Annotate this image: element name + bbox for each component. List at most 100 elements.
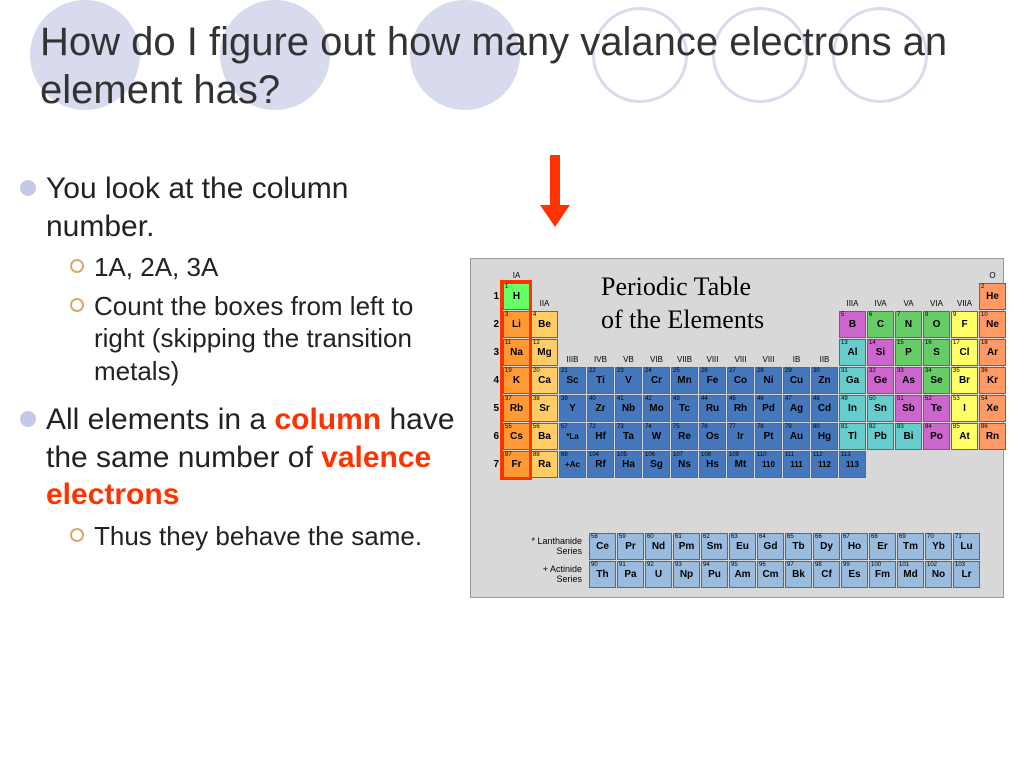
element-cell: 44Ru <box>699 395 726 422</box>
element-cell: 46Pd <box>755 395 782 422</box>
element-cell: 5B <box>839 311 866 338</box>
group-label: IVA <box>867 299 894 308</box>
element-cell: 45Rh <box>727 395 754 422</box>
group-label: VIII <box>727 355 754 364</box>
element-cell: 36Kr <box>979 367 1006 394</box>
element-cell: 67Ho <box>841 533 868 560</box>
element-cell: 1H <box>503 283 530 310</box>
element-cell: 94Pu <box>701 561 728 588</box>
element-cell: 21Sc <box>559 367 586 394</box>
group-label: VB <box>615 355 642 364</box>
element-cell: 90Th <box>589 561 616 588</box>
element-cell: 18Ar <box>979 339 1006 366</box>
element-cell: 31Ga <box>839 367 866 394</box>
element-cell: 77Ir <box>727 423 754 450</box>
element-cell: 68Er <box>869 533 896 560</box>
element-cell: 71Lu <box>953 533 980 560</box>
element-cell: 23V <box>615 367 642 394</box>
element-cell: 16S <box>923 339 950 366</box>
element-cell: 9F <box>951 311 978 338</box>
element-cell: 49In <box>839 395 866 422</box>
periodic-table: Periodic Table of the Elements IAIIAIIIB… <box>470 258 1004 598</box>
element-cell: 53I <box>951 395 978 422</box>
period-label: 3 <box>489 347 499 358</box>
bullet-content: You look at the column number. 1A, 2A, 3… <box>20 170 460 558</box>
lanthanide-label: * Lanthanide Series <box>527 537 582 557</box>
element-cell: 111111 <box>783 451 810 478</box>
element-cell: 12Mg <box>531 339 558 366</box>
element-cell: 104Rf <box>587 451 614 478</box>
element-cell: 110110 <box>755 451 782 478</box>
group-label: VIIB <box>671 355 698 364</box>
element-cell: 54Xe <box>979 395 1006 422</box>
element-cell: 19K <box>503 367 530 394</box>
bullet-text: All elements in a column have the same n… <box>46 401 460 514</box>
element-cell: 101Md <box>897 561 924 588</box>
element-cell: 47Ag <box>783 395 810 422</box>
element-cell: 98Cf <box>813 561 840 588</box>
element-cell: 13Al <box>839 339 866 366</box>
element-cell: 57*La <box>559 423 586 450</box>
element-cell: 59Pr <box>617 533 644 560</box>
element-cell: 99Es <box>841 561 868 588</box>
element-cell: 86Rn <box>979 423 1006 450</box>
element-cell: 48Cd <box>811 395 838 422</box>
element-cell: 40Zr <box>587 395 614 422</box>
element-cell: 39Y <box>559 395 586 422</box>
group-label: VIII <box>699 355 726 364</box>
element-cell: 79Au <box>783 423 810 450</box>
element-cell: 78Pt <box>755 423 782 450</box>
element-cell: 92U <box>645 561 672 588</box>
bullet-dot-icon <box>20 411 36 427</box>
period-label: 4 <box>489 375 499 386</box>
element-cell: 105Ha <box>615 451 642 478</box>
element-cell: 75Re <box>671 423 698 450</box>
element-cell: 55Cs <box>503 423 530 450</box>
element-cell: 113113 <box>839 451 866 478</box>
element-cell: 28Ni <box>755 367 782 394</box>
element-cell: 76Os <box>699 423 726 450</box>
element-cell: 89+Ac <box>559 451 586 478</box>
element-cell: 108Hs <box>699 451 726 478</box>
element-cell: 43Tc <box>671 395 698 422</box>
element-cell: 50Sn <box>867 395 894 422</box>
element-cell: 15P <box>895 339 922 366</box>
element-cell: 10Ne <box>979 311 1006 338</box>
element-cell: 109Mt <box>727 451 754 478</box>
bullet-dot-icon <box>20 180 36 196</box>
group-label: IIIB <box>559 355 586 364</box>
element-cell: 91Pa <box>617 561 644 588</box>
element-cell: 63Eu <box>729 533 756 560</box>
element-cell: 8O <box>923 311 950 338</box>
element-cell: 38Sr <box>531 395 558 422</box>
period-label: 2 <box>489 319 499 330</box>
element-cell: 96Cm <box>757 561 784 588</box>
bullet-text: 1A, 2A, 3A <box>94 251 218 284</box>
group-label: VIB <box>643 355 670 364</box>
element-cell: 70Yb <box>925 533 952 560</box>
element-cell: 58Ce <box>589 533 616 560</box>
element-cell: 81Tl <box>839 423 866 450</box>
element-cell: 93Np <box>673 561 700 588</box>
group-label: IIA <box>531 299 558 308</box>
element-cell: 20Ca <box>531 367 558 394</box>
element-cell: 82Pb <box>867 423 894 450</box>
period-label: 5 <box>489 403 499 414</box>
element-cell: 69Tm <box>897 533 924 560</box>
element-cell: 32Ge <box>867 367 894 394</box>
element-cell: 24Cr <box>643 367 670 394</box>
bullet-ring-icon <box>70 259 84 273</box>
element-cell: 107Ns <box>671 451 698 478</box>
group-label: VA <box>895 299 922 308</box>
group-label: IA <box>503 271 530 280</box>
element-cell: 25Mn <box>671 367 698 394</box>
element-cell: 26Fe <box>699 367 726 394</box>
bullet-ring-icon <box>70 298 84 312</box>
element-cell: 64Gd <box>757 533 784 560</box>
element-cell: 84Po <box>923 423 950 450</box>
group-label: VIII <box>755 355 782 364</box>
element-cell: 52Te <box>923 395 950 422</box>
element-cell: 29Cu <box>783 367 810 394</box>
group-label: IVB <box>587 355 614 364</box>
element-cell: 74W <box>643 423 670 450</box>
